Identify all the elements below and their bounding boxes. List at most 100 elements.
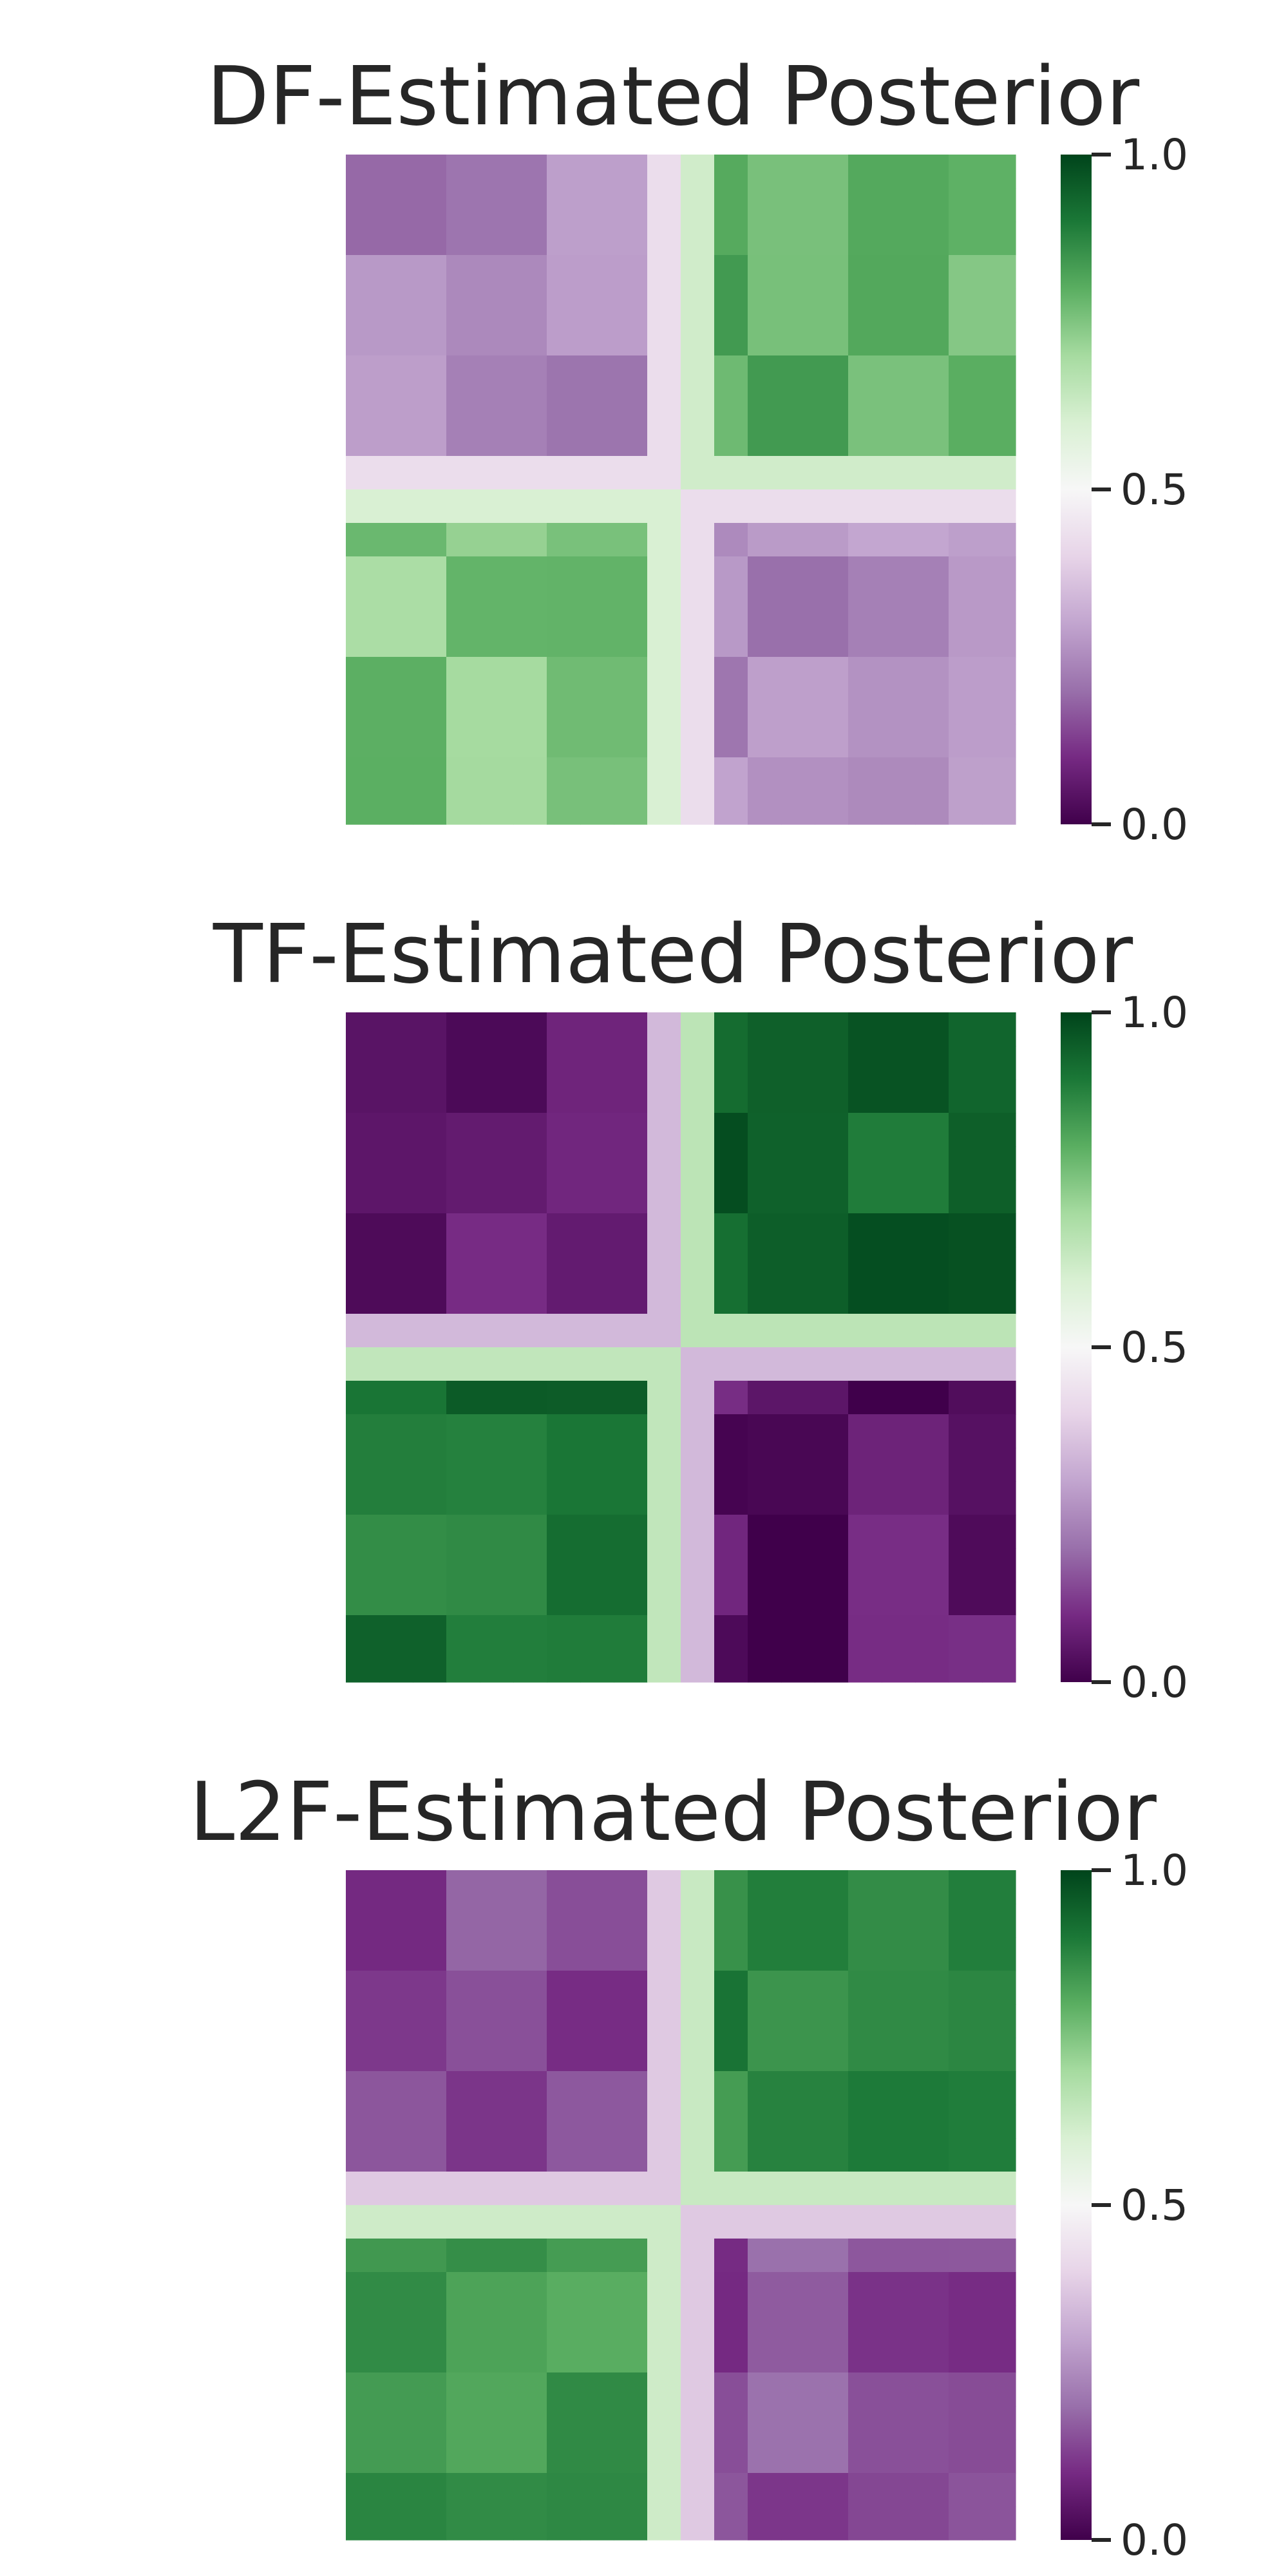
heatmap-cell [781, 590, 815, 624]
heatmap-cell [681, 1971, 715, 2005]
heatmap-cell [781, 1481, 815, 1515]
heatmap-cell [982, 1046, 1016, 1080]
heatmap-cell [915, 1113, 949, 1147]
heatmap-cell [681, 1046, 715, 1080]
heatmap-cell [413, 389, 447, 423]
heatmap-cell [848, 322, 882, 356]
heatmap-cell [714, 1870, 748, 1904]
heatmap-cell [580, 1381, 614, 1415]
heatmap-cell [949, 791, 983, 825]
heatmap-cell [647, 1971, 681, 2005]
heatmap-cell [714, 2105, 748, 2139]
heatmap-cell [949, 1213, 983, 1247]
heatmap-cell [714, 1481, 748, 1515]
heatmap-cell [580, 489, 614, 524]
heatmap-cell [379, 2172, 413, 2206]
panel-title: L2F-Estimated Posterior [189, 1765, 1157, 1859]
heatmap-cell [647, 1347, 681, 1381]
heatmap-cell [781, 556, 815, 591]
heatmap-cell [949, 724, 983, 758]
heatmap-cell [547, 1448, 581, 1482]
heatmap-cell [614, 289, 648, 323]
heatmap-cell [614, 355, 648, 390]
heatmap-cell [714, 1937, 748, 1971]
heatmap-cell [982, 1113, 1016, 1147]
heatmap-cell [681, 2439, 715, 2474]
heatmap-cell [714, 1012, 748, 1046]
heatmap-cell [714, 724, 748, 758]
heatmap-cell [714, 222, 748, 256]
heatmap-cell [882, 1347, 916, 1381]
heatmap-cell [446, 255, 480, 289]
heatmap-cell [781, 2372, 815, 2407]
heatmap-cell [815, 1146, 849, 1180]
heatmap-cell [815, 1548, 849, 1582]
heatmap-cell [413, 2038, 447, 2072]
heatmap-cell [848, 1870, 882, 1904]
heatmap-cell [480, 690, 514, 724]
heatmap-cell [614, 2239, 648, 2273]
heatmap-cell [647, 1381, 681, 1415]
heatmap-cell [580, 1971, 614, 2005]
heatmap-cell [915, 523, 949, 557]
heatmap-cell [480, 1649, 514, 1683]
heatmap-cell [848, 1582, 882, 1616]
heatmap-cell [413, 222, 447, 256]
heatmap-cell [882, 2473, 916, 2507]
heatmap-cell [714, 2406, 748, 2440]
heatmap-cell [882, 1414, 916, 1448]
heatmap-cell [513, 1615, 547, 1649]
heatmap-cell [379, 155, 413, 189]
heatmap-cell [446, 389, 480, 423]
heatmap-cell [949, 1012, 983, 1046]
heatmap-cell [446, 1046, 480, 1080]
heatmap-cell [714, 489, 748, 524]
heatmap-cell [413, 1582, 447, 1616]
heatmap-cell [949, 623, 983, 658]
heatmap-cell [547, 1046, 581, 1080]
heatmap-cell [647, 2506, 681, 2541]
heatmap-cell [815, 2473, 849, 2507]
heatmap-cell [346, 1548, 380, 1582]
heatmap-cell [882, 1582, 916, 1616]
heatmap-cell [915, 2306, 949, 2340]
heatmap-cell [614, 1146, 648, 1180]
heatmap-cell [815, 1079, 849, 1113]
heatmap-cell [781, 2439, 815, 2474]
heatmap-cell [580, 2473, 614, 2507]
heatmap-cell [815, 2138, 849, 2172]
heatmap-cell [915, 389, 949, 423]
heatmap-cell [714, 2038, 748, 2072]
heatmap-cell [882, 757, 916, 791]
heatmap-cell [681, 1582, 715, 1616]
heatmap-cell [949, 2339, 983, 2373]
heatmap-cell [513, 1213, 547, 1247]
heatmap-cell [815, 1113, 849, 1147]
heatmap-cell [982, 1180, 1016, 1214]
heatmap-cell [882, 2071, 916, 2105]
heatmap-cell [480, 1079, 514, 1113]
heatmap-cell [547, 1971, 581, 2005]
heatmap-cell [647, 2272, 681, 2306]
heatmap-cell [647, 2473, 681, 2507]
heatmap-cell [714, 1615, 748, 1649]
heatmap-cell [379, 1079, 413, 1113]
heatmap-cell [346, 523, 380, 557]
heatmap-cell [915, 1314, 949, 1348]
heatmap-cell [346, 2473, 380, 2507]
heatmap-cell [681, 1548, 715, 1582]
heatmap-cell [480, 1180, 514, 1214]
heatmap-cell [982, 2172, 1016, 2206]
heatmap-cell [815, 1971, 849, 2005]
heatmap-cell [681, 2406, 715, 2440]
heatmap-cell [748, 2138, 782, 2172]
heatmap-cell [580, 1448, 614, 1482]
heatmap-cell [815, 623, 849, 658]
heatmap-cell [915, 1615, 949, 1649]
heatmap-cell [915, 422, 949, 457]
heatmap-cell [547, 155, 581, 189]
heatmap-cell [547, 489, 581, 524]
heatmap-cell [714, 1314, 748, 1348]
heatmap-cell [714, 523, 748, 557]
heatmap-cell [848, 2004, 882, 2038]
